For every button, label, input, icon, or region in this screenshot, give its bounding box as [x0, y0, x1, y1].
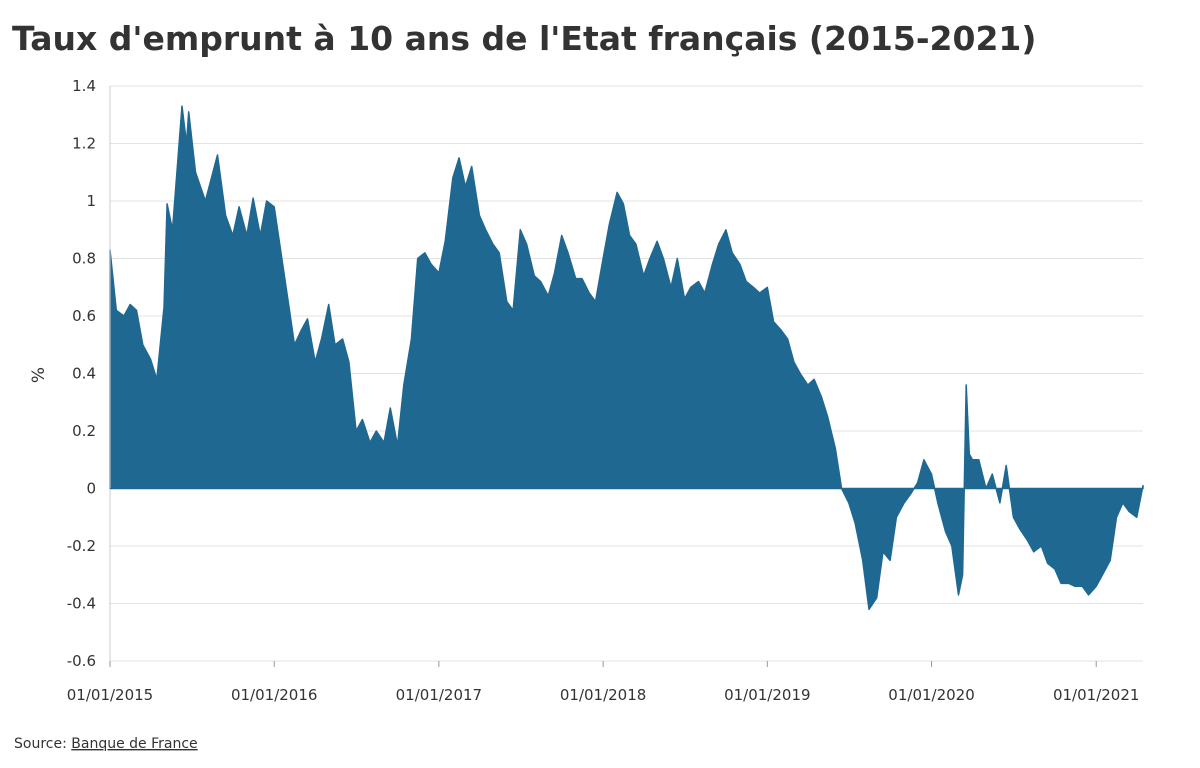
x-tick-label: 01/01/2016 [231, 686, 317, 704]
y-tick-label: 0.6 [72, 307, 96, 325]
x-tick-label: 01/01/2019 [724, 686, 810, 704]
y-tick-label: 0.8 [72, 250, 96, 268]
x-tick-label: 01/01/2020 [888, 686, 974, 704]
y-tick-label: 0.4 [72, 365, 96, 383]
y-tick-label: 0.2 [72, 422, 96, 440]
y-axis-label: % [29, 367, 49, 383]
source-link[interactable]: Banque de France [71, 736, 197, 752]
x-tick-label: 01/01/2015 [67, 686, 153, 704]
area [109, 105, 1144, 611]
source: Source: Banque de France [14, 736, 198, 752]
y-tick-label: 1.4 [72, 77, 96, 95]
y-tick-label: 1.2 [72, 135, 96, 153]
x-tick-label: 01/01/2021 [1053, 686, 1139, 704]
source-label: Source: [14, 736, 67, 752]
x-tick-label: 01/01/2018 [560, 686, 646, 704]
y-tick-label: 0 [86, 480, 96, 498]
x-tick-label: 01/01/2017 [396, 686, 482, 704]
y-tick-label: -0.4 [67, 595, 96, 613]
chart-title: Taux d'emprunt à 10 ans de l'Etat frança… [12, 19, 1036, 58]
y-tick-label: -0.2 [67, 537, 96, 555]
y-tick-label: -0.6 [67, 652, 96, 670]
y-tick-label: 1 [86, 192, 96, 210]
